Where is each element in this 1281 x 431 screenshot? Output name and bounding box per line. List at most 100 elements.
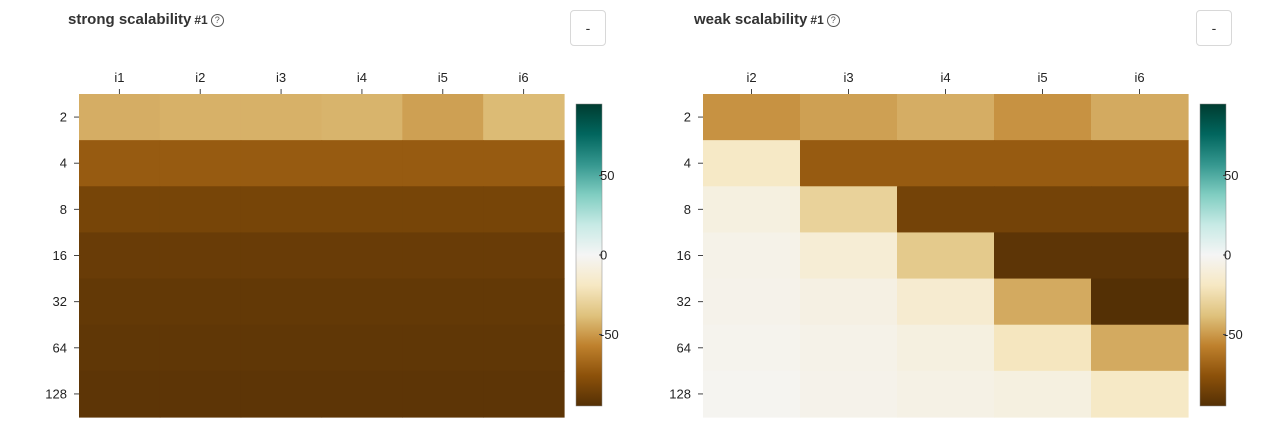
heatmap-cell[interactable] xyxy=(402,186,484,234)
heatmap-cell[interactable] xyxy=(159,232,242,280)
heatmap-cell[interactable] xyxy=(994,94,1092,141)
y-tick-label: 8 xyxy=(60,202,67,217)
heatmap-cell[interactable] xyxy=(321,94,403,141)
question-circle-icon[interactable]: ? xyxy=(210,14,224,27)
heatmap-cell[interactable] xyxy=(321,232,403,280)
heatmap-cell[interactable] xyxy=(483,324,565,372)
x-tick-label: i2 xyxy=(195,70,205,85)
heatmap-cell[interactable] xyxy=(800,370,898,418)
strong-scalability-menu-button[interactable]: - xyxy=(570,10,606,46)
heatmap-cell[interactable] xyxy=(402,140,484,187)
y-tick-label: 8 xyxy=(684,202,691,217)
heatmap-cell[interactable] xyxy=(240,370,323,418)
y-tick-label: 2 xyxy=(60,110,67,125)
heatmap-cell[interactable] xyxy=(1091,324,1189,372)
heatmap-cell[interactable] xyxy=(240,324,323,372)
heatmap-cell[interactable] xyxy=(897,94,995,141)
heatmap-cell[interactable] xyxy=(897,370,995,418)
heatmap-cell[interactable] xyxy=(703,324,801,372)
heatmap-cell[interactable] xyxy=(1091,186,1189,234)
heatmap-cell[interactable] xyxy=(402,232,484,280)
heatmap-cell[interactable] xyxy=(800,232,898,280)
heatmap-cell[interactable] xyxy=(321,278,403,326)
heatmap-cell[interactable] xyxy=(402,324,484,372)
heatmap-cell[interactable] xyxy=(159,370,242,418)
heatmap-cell[interactable] xyxy=(994,140,1092,187)
heatmap-cell[interactable] xyxy=(321,324,403,372)
heatmap-cell[interactable] xyxy=(1091,140,1189,187)
heatmap-cell[interactable] xyxy=(240,94,323,141)
colorbar-tick-label: -50 xyxy=(1224,327,1243,342)
heatmap-cell[interactable] xyxy=(703,370,801,418)
heatmap-cell[interactable] xyxy=(79,370,161,418)
heatmap-cell[interactable] xyxy=(897,232,995,280)
colorbar-tick-label: 0 xyxy=(600,248,607,263)
heatmap-cell[interactable] xyxy=(1091,278,1189,326)
y-tick-label: 32 xyxy=(53,294,67,309)
heatmap-cell[interactable] xyxy=(79,232,161,280)
heatmap-cell[interactable] xyxy=(321,140,403,187)
y-tick-label: 128 xyxy=(45,386,67,401)
heatmap-cell[interactable] xyxy=(1091,370,1189,418)
panel-title-suffix: #1 xyxy=(810,13,824,27)
heatmap-cell[interactable] xyxy=(159,140,242,187)
heatmap-cell[interactable] xyxy=(483,140,565,187)
heatmap-cell[interactable] xyxy=(79,140,161,187)
heatmap-cell[interactable] xyxy=(994,186,1092,234)
x-tick-label: i6 xyxy=(1134,70,1144,85)
heatmap-cell[interactable] xyxy=(402,370,484,418)
heatmap-cell[interactable] xyxy=(483,232,565,280)
heatmap-cell[interactable] xyxy=(897,140,995,187)
heatmap-cell[interactable] xyxy=(703,278,801,326)
heatmap-cell[interactable] xyxy=(483,94,565,141)
x-tick-label: i5 xyxy=(1037,70,1047,85)
heatmap-cell[interactable] xyxy=(240,140,323,187)
panel-title-text: weak scalability xyxy=(694,11,808,28)
x-tick-label: i3 xyxy=(843,70,853,85)
heatmap-cell[interactable] xyxy=(483,186,565,234)
heatmap-cell[interactable] xyxy=(897,186,995,234)
heatmap-cell[interactable] xyxy=(159,186,242,234)
heatmap-cell[interactable] xyxy=(994,232,1092,280)
heatmap-cell[interactable] xyxy=(1091,94,1189,141)
heatmap-cell[interactable] xyxy=(240,232,323,280)
heatmap-cell[interactable] xyxy=(321,370,403,418)
y-tick-label: 16 xyxy=(677,248,691,263)
heatmap-cell[interactable] xyxy=(994,370,1092,418)
heatmap-cell[interactable] xyxy=(703,94,801,141)
heatmap-cell[interactable] xyxy=(159,278,242,326)
weak-scalability-menu-button[interactable]: - xyxy=(1196,10,1232,46)
heatmap-cell[interactable] xyxy=(800,186,898,234)
heatmap-cell[interactable] xyxy=(79,324,161,372)
heatmap-cell[interactable] xyxy=(79,94,161,141)
heatmap-cell[interactable] xyxy=(703,140,801,187)
heatmap-cell[interactable] xyxy=(483,278,565,326)
x-tick-label: i1 xyxy=(114,70,124,85)
x-tick-label: i2 xyxy=(746,70,756,85)
heatmap-cell[interactable] xyxy=(994,324,1092,372)
heatmap-cell[interactable] xyxy=(800,140,898,187)
heatmap-cell[interactable] xyxy=(800,324,898,372)
heatmap-cell[interactable] xyxy=(483,370,565,418)
heatmap-cell[interactable] xyxy=(897,324,995,372)
heatmap-cell[interactable] xyxy=(897,278,995,326)
heatmap-cell[interactable] xyxy=(79,278,161,326)
heatmap-cell[interactable] xyxy=(240,186,323,234)
heatmap-cell[interactable] xyxy=(1091,232,1189,280)
heatmap-cell[interactable] xyxy=(321,186,403,234)
heatmap-cell[interactable] xyxy=(159,94,242,141)
colorbar-tick-label: 50 xyxy=(600,168,614,183)
heatmap-cell[interactable] xyxy=(240,278,323,326)
heatmap-cell[interactable] xyxy=(402,278,484,326)
heatmap-cell[interactable] xyxy=(703,232,801,280)
heatmap-cell[interactable] xyxy=(800,278,898,326)
heatmap-cell[interactable] xyxy=(703,186,801,234)
panel-title-text: strong scalability xyxy=(68,11,192,28)
heatmap-cell[interactable] xyxy=(159,324,242,372)
heatmap-cell[interactable] xyxy=(800,94,898,141)
heatmap-cell[interactable] xyxy=(402,94,484,141)
question-circle-icon[interactable]: ? xyxy=(826,14,840,27)
heatmap-cell[interactable] xyxy=(994,278,1092,326)
heatmap-cell[interactable] xyxy=(79,186,161,234)
